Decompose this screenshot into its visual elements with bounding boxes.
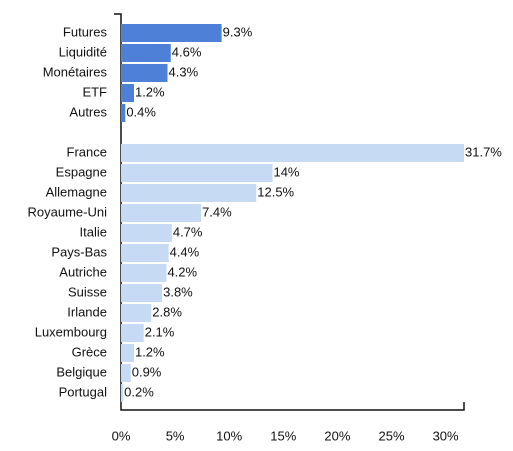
bar	[121, 304, 152, 322]
value-label: 31.7%	[465, 144, 502, 159]
bar	[121, 204, 202, 222]
axes	[114, 13, 465, 411]
value-label: 0.9%	[132, 364, 162, 379]
bar	[121, 324, 144, 342]
value-label: 0.2%	[124, 384, 154, 399]
y-tick-label: Autres	[69, 104, 107, 119]
y-tick-label: Autriche	[59, 264, 107, 279]
y-tick-label: Royaume-Uni	[28, 204, 108, 219]
bar	[121, 184, 257, 202]
value-label: 12.5%	[257, 184, 294, 199]
bar	[121, 344, 134, 362]
x-tick-label: 5%	[166, 428, 185, 443]
bar	[121, 164, 273, 182]
bar	[121, 24, 222, 42]
bar	[121, 224, 172, 242]
bar	[121, 284, 163, 302]
y-tick-label: Italie	[80, 224, 107, 239]
y-tick-label: Portugal	[59, 384, 108, 399]
value-label: 2.1%	[145, 324, 175, 339]
bar	[121, 264, 167, 282]
value-label: 9.3%	[223, 24, 253, 39]
bar	[121, 384, 124, 402]
value-label: 4.4%	[170, 244, 200, 259]
x-tick-label: 25%	[378, 428, 404, 443]
bar	[121, 364, 131, 382]
y-tick-label: Espagne	[56, 164, 107, 179]
y-tick-label: Belgique	[56, 364, 107, 379]
y-tick-label: Irlande	[67, 304, 107, 319]
x-tick-label: 20%	[324, 428, 350, 443]
y-tick-label: Pays-Bas	[51, 244, 107, 259]
bar	[121, 64, 168, 82]
value-label: 4.2%	[167, 264, 197, 279]
value-label: 0.4%	[126, 104, 156, 119]
value-label: 3.8%	[163, 284, 193, 299]
x-tick-label: 10%	[216, 428, 242, 443]
y-tick-label: Monétaires	[43, 64, 108, 79]
value-label: 4.3%	[169, 64, 199, 79]
bar	[121, 44, 171, 62]
x-tick-label: 0%	[112, 428, 131, 443]
bar	[121, 244, 169, 262]
x-tick-label: 15%	[270, 428, 296, 443]
y-tick-label: ETF	[82, 84, 107, 99]
bar	[121, 104, 126, 122]
y-tick-label: France	[67, 144, 107, 159]
bar	[121, 144, 464, 162]
value-label: 7.4%	[202, 204, 232, 219]
bar	[121, 84, 134, 102]
y-tick-label: Grèce	[72, 344, 107, 359]
y-tick-label: Futures	[63, 24, 108, 39]
y-tick-label: Liquidité	[59, 44, 107, 59]
value-label: 4.7%	[173, 224, 203, 239]
value-label: 2.8%	[152, 304, 182, 319]
value-label: 1.2%	[135, 344, 165, 359]
value-label: 4.6%	[172, 44, 202, 59]
y-tick-label: Allemagne	[46, 184, 107, 199]
value-label: 1.2%	[135, 84, 165, 99]
y-tick-label: Suisse	[68, 284, 107, 299]
value-label: 14%	[273, 164, 299, 179]
x-tick-label: 30%	[433, 428, 459, 443]
y-tick-label: Luxembourg	[35, 324, 107, 339]
